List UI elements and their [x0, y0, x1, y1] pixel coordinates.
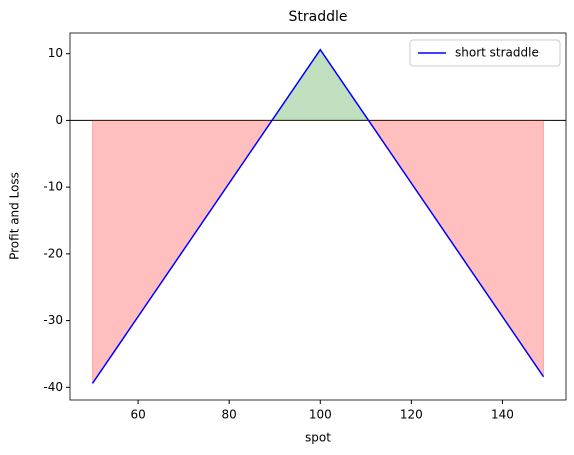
- y-tick-label: -10: [43, 180, 63, 194]
- x-tick-label: 140: [491, 408, 514, 422]
- chart-title: Straddle: [289, 9, 348, 25]
- x-tick-label: 100: [309, 408, 332, 422]
- legend-box: [409, 39, 561, 67]
- x-tick-label: 120: [400, 408, 423, 422]
- x-axis-label: spot: [305, 431, 331, 445]
- y-tick-label: -30: [43, 313, 63, 327]
- y-tick-label: 0: [55, 113, 63, 127]
- y-tick-label: 10: [48, 46, 63, 60]
- fill-area-positive: [92, 48, 544, 121]
- line-series: [91, 48, 545, 384]
- y-axis-label: Profit and Loss: [8, 172, 22, 260]
- x-tick-label: 60: [130, 408, 145, 422]
- y-tick-label: -20: [43, 246, 63, 260]
- legend-label: short straddle: [455, 46, 539, 60]
- x-tick-label: 80: [222, 408, 237, 422]
- y-tick-label: -40: [43, 380, 63, 394]
- plot-frame: [69, 32, 567, 401]
